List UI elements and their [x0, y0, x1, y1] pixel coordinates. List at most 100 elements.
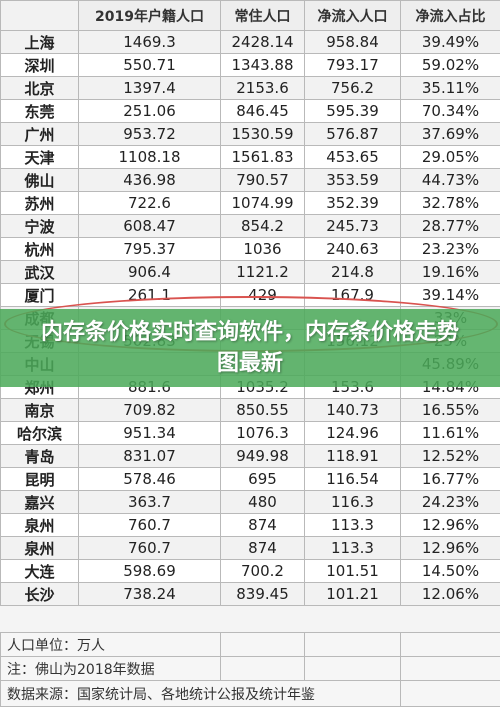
resident-population-cell: 854.2 [221, 215, 305, 238]
resident-population-cell: 874 [221, 537, 305, 560]
resident-population-cell: 1121.2 [221, 261, 305, 284]
city-cell: 长沙 [1, 583, 79, 606]
city-cell: 厦门 [1, 284, 79, 307]
resident-population-cell: 839.45 [221, 583, 305, 606]
net-inflow-ratio-cell: 24.23% [401, 491, 500, 514]
resident-population-cell: 429 [221, 284, 305, 307]
registered-population-cell: 795.37 [79, 238, 221, 261]
city-cell: 大连 [1, 560, 79, 583]
net-inflow-ratio-cell: 14.50% [401, 560, 500, 583]
empty-cell [221, 633, 305, 657]
header-corner-cell [1, 1, 79, 31]
registered-population-cell: 953.72 [79, 123, 221, 146]
header-row: 2019年户籍人口 常住人口 净流入人口 净流入占比 [1, 1, 500, 31]
registered-population-cell: 906.4 [79, 261, 221, 284]
resident-population-cell: 480 [221, 491, 305, 514]
net-inflow-ratio-cell: 37.69% [401, 123, 500, 146]
registered-population-cell: 738.24 [79, 583, 221, 606]
registered-population-cell: 1397.4 [79, 77, 221, 100]
city-cell: 广州 [1, 123, 79, 146]
city-cell: 杭州 [1, 238, 79, 261]
net-inflow-ratio-cell: 70.34% [401, 100, 500, 123]
title-banner: 内存条价格实时查询软件，内存条价格走势图最新 [0, 309, 500, 387]
registered-population-cell: 951.34 [79, 422, 221, 445]
resident-population-cell: 1561.83 [221, 146, 305, 169]
city-cell: 苏州 [1, 192, 79, 215]
resident-population-cell: 1530.59 [221, 123, 305, 146]
banner-title: 内存条价格实时查询软件，内存条价格走势图最新 [0, 309, 500, 387]
note-row: 注：佛山为2018年数据 [1, 657, 500, 681]
net-inflow-cell: 124.96 [305, 422, 401, 445]
registered-population-cell: 1108.18 [79, 146, 221, 169]
net-inflow-cell: 793.17 [305, 54, 401, 77]
city-cell: 天津 [1, 146, 79, 169]
net-inflow-cell: 116.54 [305, 468, 401, 491]
empty-cell [305, 633, 401, 657]
net-inflow-cell: 240.63 [305, 238, 401, 261]
net-inflow-ratio-cell: 28.77% [401, 215, 500, 238]
net-inflow-ratio-cell: 16.55% [401, 399, 500, 422]
net-inflow-cell: 576.87 [305, 123, 401, 146]
empty-cell [401, 681, 500, 707]
net-inflow-ratio-cell: 12.06% [401, 583, 500, 606]
header-resident-population: 常住人口 [221, 1, 305, 31]
net-inflow-ratio-cell: 23.23% [401, 238, 500, 261]
header-net-inflow-ratio: 净流入占比 [401, 1, 500, 31]
registered-population-cell: 251.06 [79, 100, 221, 123]
city-cell: 泉州 [1, 537, 79, 560]
city-cell: 北京 [1, 77, 79, 100]
net-inflow-cell: 245.73 [305, 215, 401, 238]
source-note: 数据来源：国家统计局、各地统计公报及统计年鉴 [1, 681, 401, 707]
city-cell: 哈尔滨 [1, 422, 79, 445]
resident-population-cell: 1036 [221, 238, 305, 261]
net-inflow-cell: 101.51 [305, 560, 401, 583]
net-inflow-ratio-cell: 12.96% [401, 537, 500, 560]
empty-cell [401, 657, 500, 681]
registered-population-cell: 578.46 [79, 468, 221, 491]
registered-population-cell: 760.7 [79, 537, 221, 560]
registered-population-cell: 831.07 [79, 445, 221, 468]
note-row: 人口单位：万人 [1, 633, 500, 657]
footnote-note: 注：佛山为2018年数据 [1, 657, 221, 681]
net-inflow-cell: 352.39 [305, 192, 401, 215]
net-inflow-cell: 756.2 [305, 77, 401, 100]
resident-population-cell: 700.2 [221, 560, 305, 583]
resident-population-cell: 846.45 [221, 100, 305, 123]
net-inflow-ratio-cell: 19.16% [401, 261, 500, 284]
registered-population-cell: 760.7 [79, 514, 221, 537]
net-inflow-ratio-cell: 39.49% [401, 31, 500, 54]
net-inflow-ratio-cell: 39.14% [401, 284, 500, 307]
registered-population-cell: 709.82 [79, 399, 221, 422]
net-inflow-ratio-cell: 11.61% [401, 422, 500, 445]
net-inflow-ratio-cell: 35.11% [401, 77, 500, 100]
resident-population-cell: 2153.6 [221, 77, 305, 100]
net-inflow-cell: 214.8 [305, 261, 401, 284]
city-cell: 宁波 [1, 215, 79, 238]
resident-population-cell: 1074.99 [221, 192, 305, 215]
net-inflow-ratio-cell: 32.78% [401, 192, 500, 215]
net-inflow-ratio-cell: 59.02% [401, 54, 500, 77]
registered-population-cell: 598.69 [79, 560, 221, 583]
registered-population-cell: 550.71 [79, 54, 221, 77]
header-registered-population: 2019年户籍人口 [79, 1, 221, 31]
registered-population-cell: 261.1 [79, 284, 221, 307]
empty-cell [221, 657, 305, 681]
resident-population-cell: 2428.14 [221, 31, 305, 54]
resident-population-cell: 874 [221, 514, 305, 537]
net-inflow-cell: 595.39 [305, 100, 401, 123]
unit-note: 人口单位：万人 [1, 633, 221, 657]
city-cell: 南京 [1, 399, 79, 422]
